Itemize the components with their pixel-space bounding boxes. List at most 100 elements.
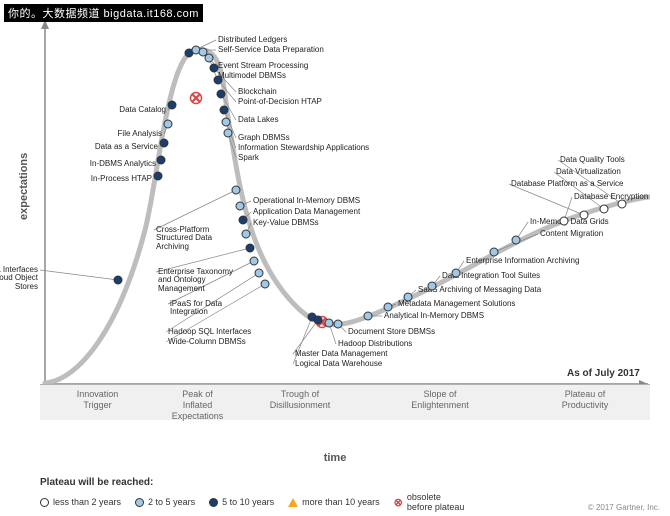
legend-swatch	[288, 498, 298, 507]
point-label: Blockchain	[238, 88, 277, 96]
legend-swatch	[135, 498, 144, 507]
data-point	[261, 280, 270, 289]
phase-band: Trough ofDisillusionment	[240, 384, 360, 420]
data-point	[214, 76, 223, 85]
legend-title: Plateau will be reached:	[40, 477, 660, 488]
data-point	[490, 248, 499, 257]
point-label: In-Memory Data Grids	[530, 218, 609, 226]
data-point	[168, 101, 177, 110]
point-label: Hadoop Distributions	[338, 340, 412, 348]
data-point	[250, 257, 259, 266]
data-point	[384, 303, 393, 312]
hype-cycle-chart: InnovationTriggerPeak ofInflatedExpectat…	[40, 20, 650, 420]
point-label: Self-Service Data Preparation	[218, 46, 324, 54]
point-label: Data as a Service	[95, 143, 158, 151]
watermark-text: 你的。大数据频道 bigdata.it168.com	[4, 4, 203, 22]
point-label: Master Data Management	[295, 350, 388, 358]
data-point	[404, 293, 413, 302]
data-point	[210, 64, 219, 73]
point-label: Analytical In-Memory DBMS	[384, 312, 484, 320]
data-point	[222, 118, 231, 127]
point-label: Data Catalog	[119, 106, 166, 114]
point-label: SaaS Archiving of Messaging Data	[418, 286, 541, 294]
data-point	[114, 276, 123, 285]
point-label: SQL Interfacesto Cloud ObjectStores	[0, 266, 38, 291]
legend-label: more than 10 years	[302, 497, 380, 507]
point-label: Spark	[238, 154, 259, 162]
data-point	[325, 319, 334, 328]
legend-swatch	[40, 498, 49, 507]
legend-items: less than 2 years 2 to 5 years 5 to 10 yea…	[40, 492, 660, 512]
legend-item: 5 to 10 years	[209, 497, 274, 507]
point-label: Graph DBMSs	[238, 134, 290, 142]
legend-item: less than 2 years	[40, 497, 121, 507]
point-label: Point-of-Decision HTAP	[238, 98, 322, 106]
data-point	[217, 90, 226, 99]
data-point	[220, 106, 229, 115]
data-point	[600, 205, 609, 214]
point-label: Key-Value DBMSs	[253, 219, 319, 227]
data-point	[239, 216, 248, 225]
data-point	[334, 320, 343, 329]
data-point	[224, 129, 233, 138]
point-label: Metadata Management Solutions	[398, 300, 515, 308]
data-point	[236, 202, 245, 211]
point-label: Enterprise Taxonomyand OntologyManagemen…	[158, 268, 233, 293]
legend-label: 2 to 5 years	[148, 497, 195, 507]
legend-swatch: ⊗	[394, 496, 403, 509]
point-label: Data Virtualization	[556, 168, 621, 176]
legend-label: less than 2 years	[53, 497, 121, 507]
point-label: In-DBMS Analytics	[90, 160, 156, 168]
data-point	[157, 156, 166, 165]
data-point	[232, 186, 241, 195]
data-point	[364, 312, 373, 321]
data-point	[314, 316, 323, 325]
data-point	[154, 172, 163, 181]
y-axis-label: expectations	[18, 153, 30, 220]
point-label: Hadoop SQL Interfaces	[168, 328, 251, 336]
point-label: Distributed Ledgers	[218, 36, 287, 44]
point-label: File Analysis	[118, 130, 162, 138]
data-point	[242, 230, 251, 239]
data-point	[560, 217, 569, 226]
point-label: Cross-PlatformStructured DataArchiving	[156, 226, 212, 251]
point-label: Application Data Management	[253, 208, 360, 216]
legend-label: obsoletebefore plateau	[407, 492, 465, 512]
phase-band: Peak ofInflatedExpectations	[155, 384, 240, 420]
data-point	[246, 244, 255, 253]
x-axis-label: time	[0, 452, 670, 464]
legend-item: ⊗ obsoletebefore plateau	[394, 492, 465, 512]
data-point	[452, 269, 461, 278]
point-label: Data Quality Tools	[560, 156, 625, 164]
legend-item: more than 10 years	[288, 497, 380, 507]
legend-label: 5 to 10 years	[222, 497, 274, 507]
point-label: Wide-Column DBMSs	[168, 338, 246, 346]
data-point	[428, 282, 437, 291]
data-point	[255, 269, 264, 278]
phase-band: Plateau ofProductivity	[520, 384, 650, 420]
phase-band: InnovationTrigger	[40, 384, 155, 420]
point-label: iPaaS for DataIntegration	[170, 300, 222, 317]
point-label: Enterprise Information Archiving	[466, 257, 579, 265]
copyright-text: © 2017 Gartner, Inc.	[588, 503, 660, 512]
data-point	[580, 211, 589, 220]
obsolete-marker	[191, 93, 202, 104]
point-label: Logical Data Warehouse	[295, 360, 382, 368]
legend: Plateau will be reached: less than 2 yea…	[40, 477, 660, 512]
data-point	[160, 139, 169, 148]
data-point	[205, 54, 214, 63]
point-label: Database Encryption	[574, 193, 648, 201]
data-point	[618, 200, 627, 209]
point-label: In-Process HTAP	[91, 175, 152, 183]
data-point	[512, 236, 521, 245]
point-label: Data Lakes	[238, 116, 278, 124]
as-of-label: As of July 2017	[567, 368, 640, 379]
legend-item: 2 to 5 years	[135, 497, 195, 507]
point-label: Database Platform as a Service	[511, 180, 624, 188]
phase-band: Slope ofEnlightenment	[360, 384, 520, 420]
point-label: Document Store DBMSs	[348, 328, 435, 336]
point-label: Multimodel DBMSs	[218, 72, 286, 80]
legend-swatch	[209, 498, 218, 507]
point-label: Event Stream Processing	[218, 62, 308, 70]
data-point	[164, 120, 173, 129]
